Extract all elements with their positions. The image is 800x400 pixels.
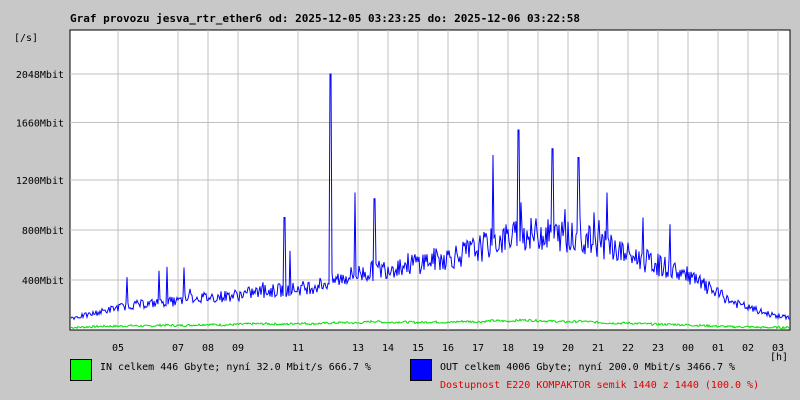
series-lines [70, 73, 790, 330]
x-axis-label: [h] [770, 352, 788, 363]
out-legend-swatch [410, 359, 432, 381]
x-tick-label: 22 [622, 343, 634, 354]
in-legend-text: IN celkem 446 Gbyte; nyní 32.0 Mbit/s 66… [100, 362, 371, 373]
x-tick-label: 11 [292, 343, 304, 354]
x-tick-labels: 05 07 08 09 11 13 14 15 16 17 18 19 20 21 22 23 00 01 02 03 [112, 343, 784, 354]
out-legend-text: OUT celkem 4006 Gbyte; nyní 200.0 Mbit/s… [440, 362, 736, 373]
x-tick-label: 15 [412, 343, 424, 354]
x-tick-label: 02 [742, 343, 754, 354]
x-tick-label: 00 [682, 343, 694, 354]
in-legend-swatch [70, 359, 92, 381]
x-tick-label: 20 [562, 343, 574, 354]
x-tick-label: 18 [502, 343, 514, 354]
x-tick-label: 21 [592, 343, 604, 354]
x-tick-label: 19 [532, 343, 544, 354]
x-tick-label: 01 [712, 343, 724, 354]
x-tick-label: 14 [382, 343, 394, 354]
y-axis-label: [/s] [14, 33, 38, 44]
x-tick-label: 09 [232, 343, 244, 354]
y-tick-label: 2048Mbit [16, 70, 64, 81]
y-tick-labels: 400Mbit 800Mbit 1200Mbit 1660Mbit 2048Mbit [16, 70, 64, 287]
x-tick-label: 16 [442, 343, 454, 354]
y-tick-label: 1660Mbit [16, 119, 64, 130]
x-tick-label: 13 [352, 343, 364, 354]
availability-text: Dostupnost E220 KOMPAKTOR semik 1440 z 1… [440, 380, 760, 391]
y-tick-label: 800Mbit [22, 226, 64, 237]
in-series-line [70, 318, 790, 330]
y-tick-label: 400Mbit [22, 276, 64, 287]
x-tick-label: 17 [472, 343, 484, 354]
x-tick-label: 08 [202, 343, 214, 354]
x-tick-label: 07 [172, 343, 184, 354]
x-tick-label: 03 [772, 343, 784, 354]
x-tick-label: 23 [652, 343, 664, 354]
y-tick-label: 1200Mbit [16, 176, 64, 187]
out-series-line [70, 73, 790, 321]
chart-title: Graf provozu jesva_rtr_ether6 od: 2025-1… [70, 12, 580, 25]
grid-lines [70, 30, 790, 330]
x-tick-label: 05 [112, 343, 124, 354]
